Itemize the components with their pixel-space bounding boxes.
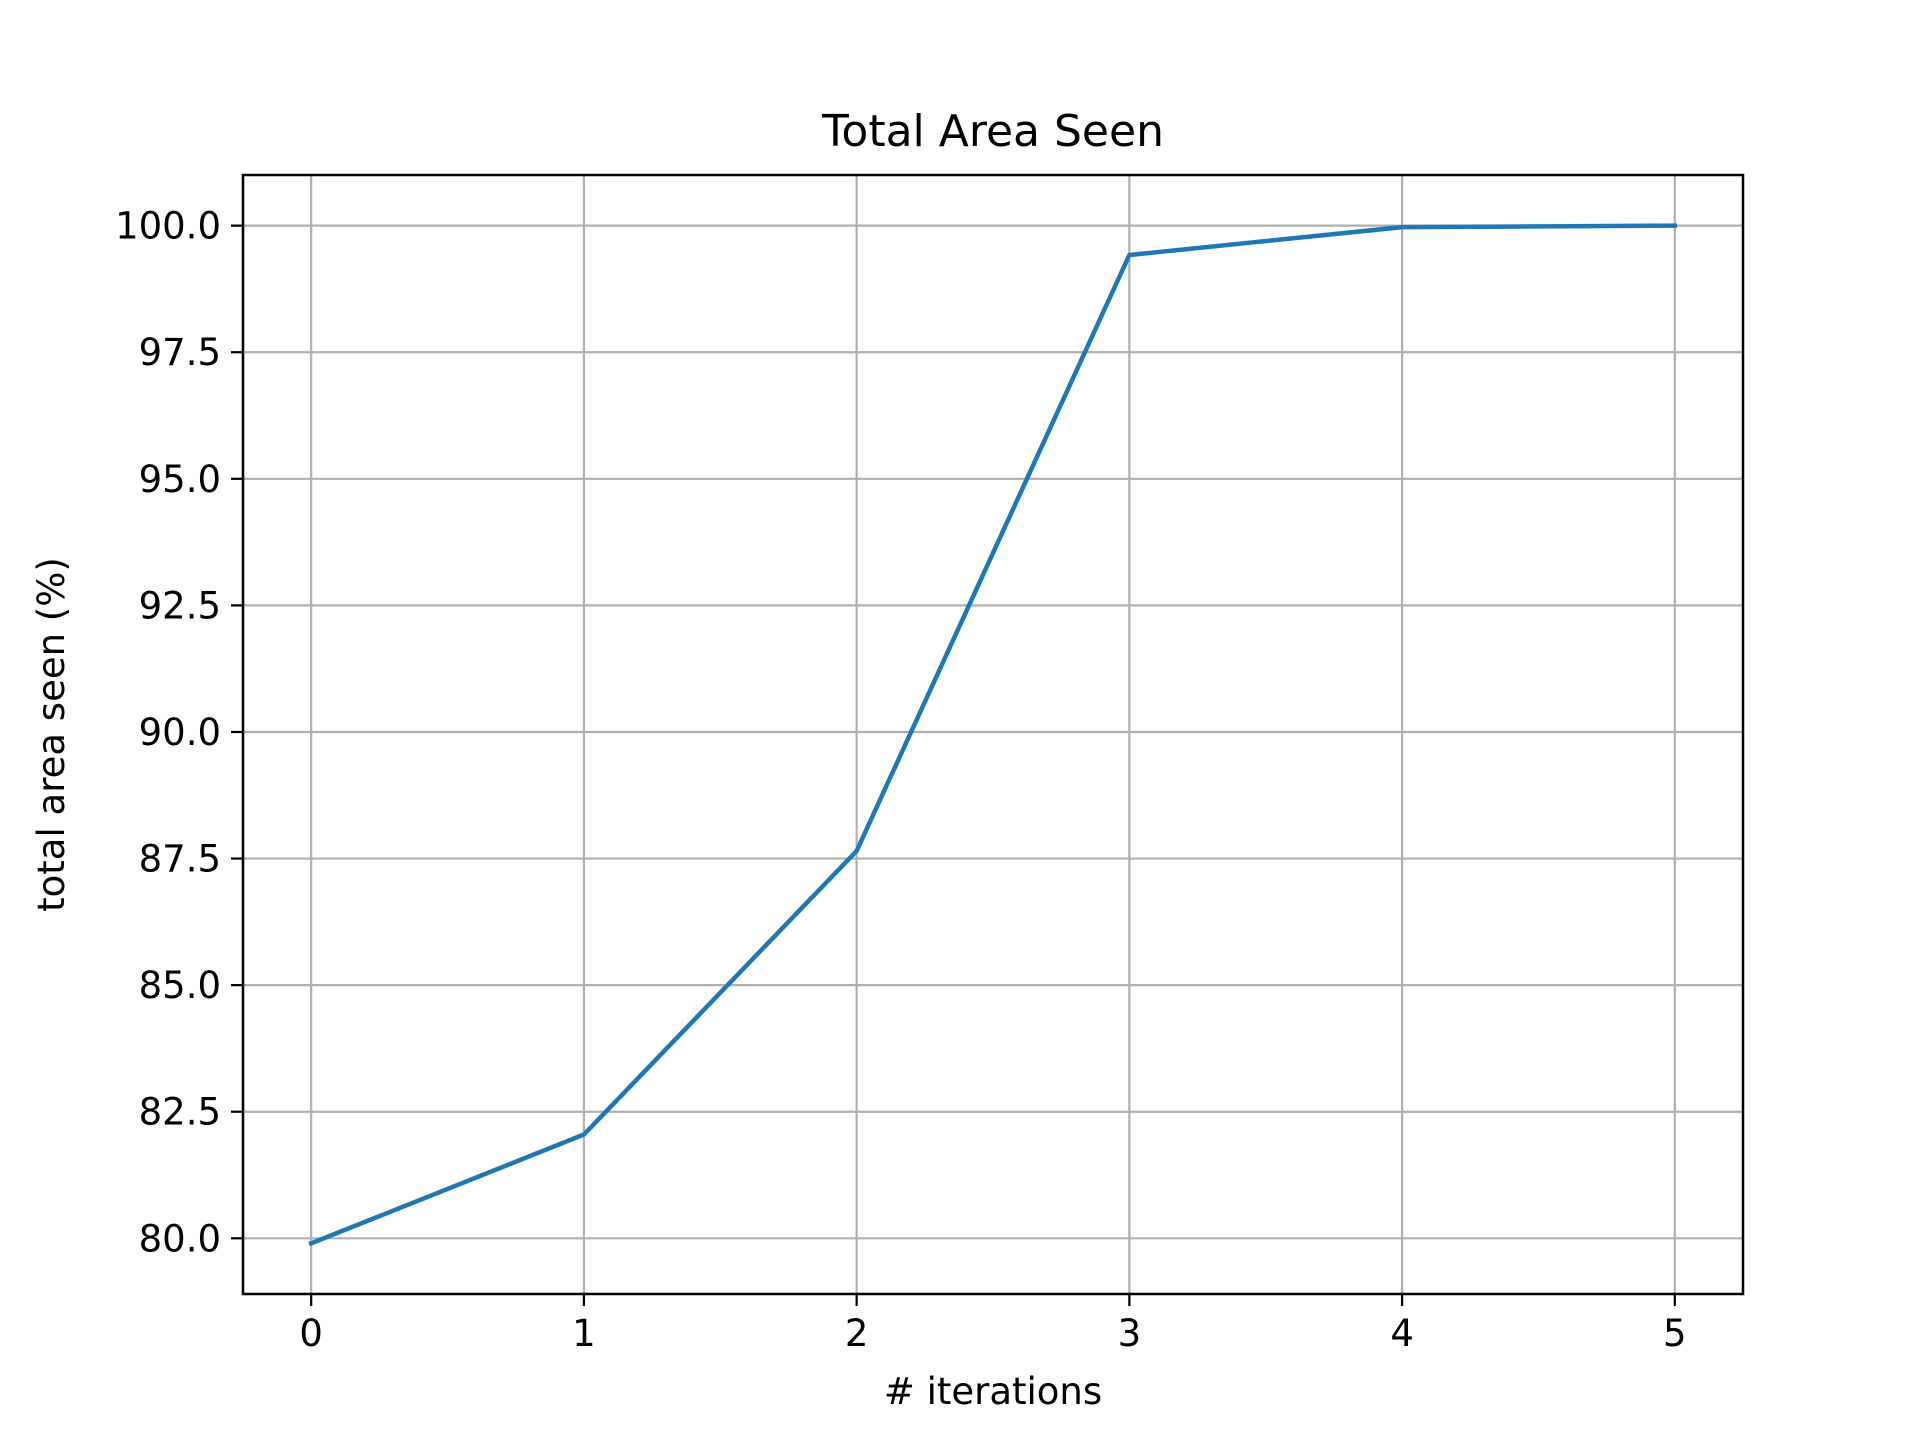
y-tick-label: 95.0 [139,458,221,501]
x-tick-label: 1 [572,1312,596,1355]
y-axis-title: total area seen (%) [30,557,73,912]
series-layer [308,223,1678,1247]
x-tick-label: 4 [1390,1312,1414,1355]
y-tick-label: 90.0 [139,711,221,754]
chart-title: Total Area Seen [821,106,1164,157]
x-tick-label: 0 [299,1312,323,1355]
grid-lines [243,175,1743,1294]
x-tick-label: 5 [1663,1312,1687,1355]
y-tick-label: 85.0 [139,964,221,1007]
y-tick-label: 92.5 [139,584,221,627]
y-tick-label: 82.5 [139,1091,221,1134]
plot-frame [241,173,1745,1296]
y-tick-label: 97.5 [139,331,221,374]
y-tick-label: 87.5 [139,838,221,881]
axis-ticks: 0 1 2 3 4 5 80.0 82.5 85.0 87.5 90.0 92.5 95.0 97.5 10… [115,205,1687,1355]
series-line [308,223,1678,1247]
y-tick-label: 100.0 [115,205,221,248]
y-tick-label: 80.0 [139,1217,221,1260]
x-tick-label: 2 [845,1312,869,1355]
x-axis-title: # iterations [884,1370,1102,1413]
x-tick-label: 3 [1118,1312,1142,1355]
